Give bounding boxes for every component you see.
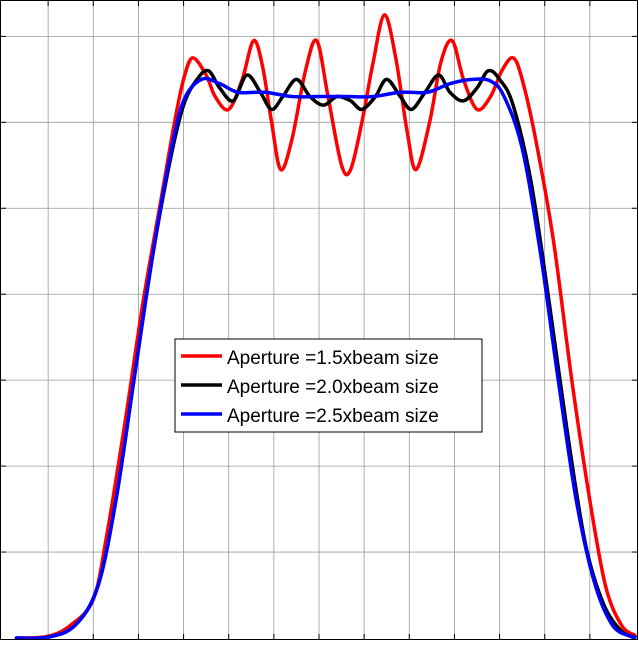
legend-box	[174, 338, 483, 433]
legend-label-series-2: Aperture =2.0xbeam size	[227, 377, 439, 398]
series-line-3	[14, 76, 637, 641]
legend-label-series-1: Aperture =1.5xbeam size	[227, 348, 439, 369]
legend-label-series-3: Aperture =2.5xbeam size	[227, 406, 439, 427]
legend: Aperture =1.5xbeam size Aperture =2.0xbe…	[174, 338, 483, 433]
series-lines	[14, 13, 637, 641]
